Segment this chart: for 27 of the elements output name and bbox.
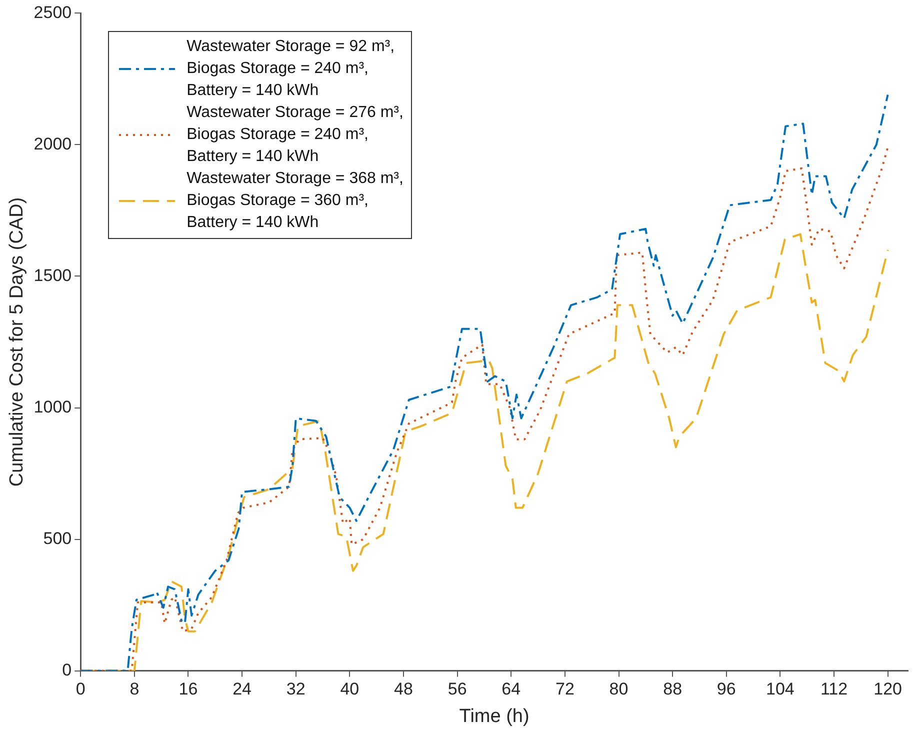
y-tick-label: 500	[43, 528, 72, 548]
x-tick-label: 96	[716, 680, 736, 699]
legend-label: Wastewater Storage = 92 m³, Biogas Storage = 240 m³, Battery = 140 kWh	[186, 37, 395, 102]
legend-label: Wastewater Storage = 368 m³, Biogas Storage = 360 m³, Battery = 140 kWh	[186, 169, 404, 234]
x-tick-label: 24	[232, 680, 252, 699]
x-tick-label: 16	[178, 680, 198, 699]
y-axis-title: Cumulative Cost for 5 Days (CAD)	[6, 197, 28, 487]
x-tick-label: 32	[286, 680, 306, 699]
x-tick-label: 112	[820, 680, 848, 699]
x-axis-title: Time (h)	[459, 706, 530, 727]
y-tick-label: 0	[62, 660, 72, 680]
y-tick-label: 2000	[34, 134, 72, 154]
x-tick-label: 80	[609, 680, 628, 699]
x-tick-label: 88	[663, 680, 682, 699]
y-tick-label: 2500	[34, 2, 72, 22]
x-tick-label: 120	[874, 680, 902, 699]
y-tick-label: 1000	[34, 397, 72, 416]
x-tick-label: 40	[340, 680, 360, 699]
y-tick-label: 1500	[34, 266, 72, 285]
legend-label: Wastewater Storage = 276 m³, Biogas Storage = 240 m³, Battery = 140 kWh	[186, 103, 404, 168]
x-tick-label: 8	[130, 680, 140, 699]
x-tick-label: 72	[555, 680, 574, 699]
x-tick-label: 48	[394, 680, 413, 699]
x-tick-label: 64	[502, 680, 521, 699]
x-tick-label: 56	[448, 680, 467, 699]
x-tick-label: 0	[76, 680, 86, 699]
x-tick-label: 104	[766, 680, 794, 699]
